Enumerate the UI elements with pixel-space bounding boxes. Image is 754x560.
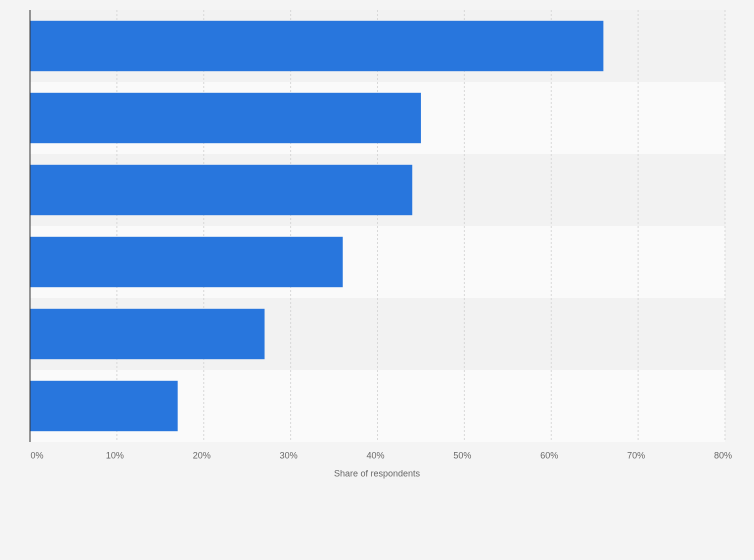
x-tick-label: 0% — [30, 450, 43, 460]
bar — [30, 92, 421, 144]
x-tick-label: 80% — [714, 450, 732, 460]
bar — [30, 164, 413, 216]
bar — [30, 236, 343, 288]
bar — [30, 380, 178, 432]
x-tick-label: 70% — [627, 450, 645, 460]
x-tick-label: 20% — [193, 450, 211, 460]
bar — [30, 308, 265, 360]
x-tick-label: 40% — [366, 450, 384, 460]
x-tick-label: 10% — [106, 450, 124, 460]
x-tick-label: 30% — [280, 450, 298, 460]
x-tick-label: 60% — [540, 450, 558, 460]
bar — [30, 20, 604, 72]
x-tick-label: 50% — [453, 450, 471, 460]
x-axis-title: Share of respondents — [334, 468, 421, 478]
